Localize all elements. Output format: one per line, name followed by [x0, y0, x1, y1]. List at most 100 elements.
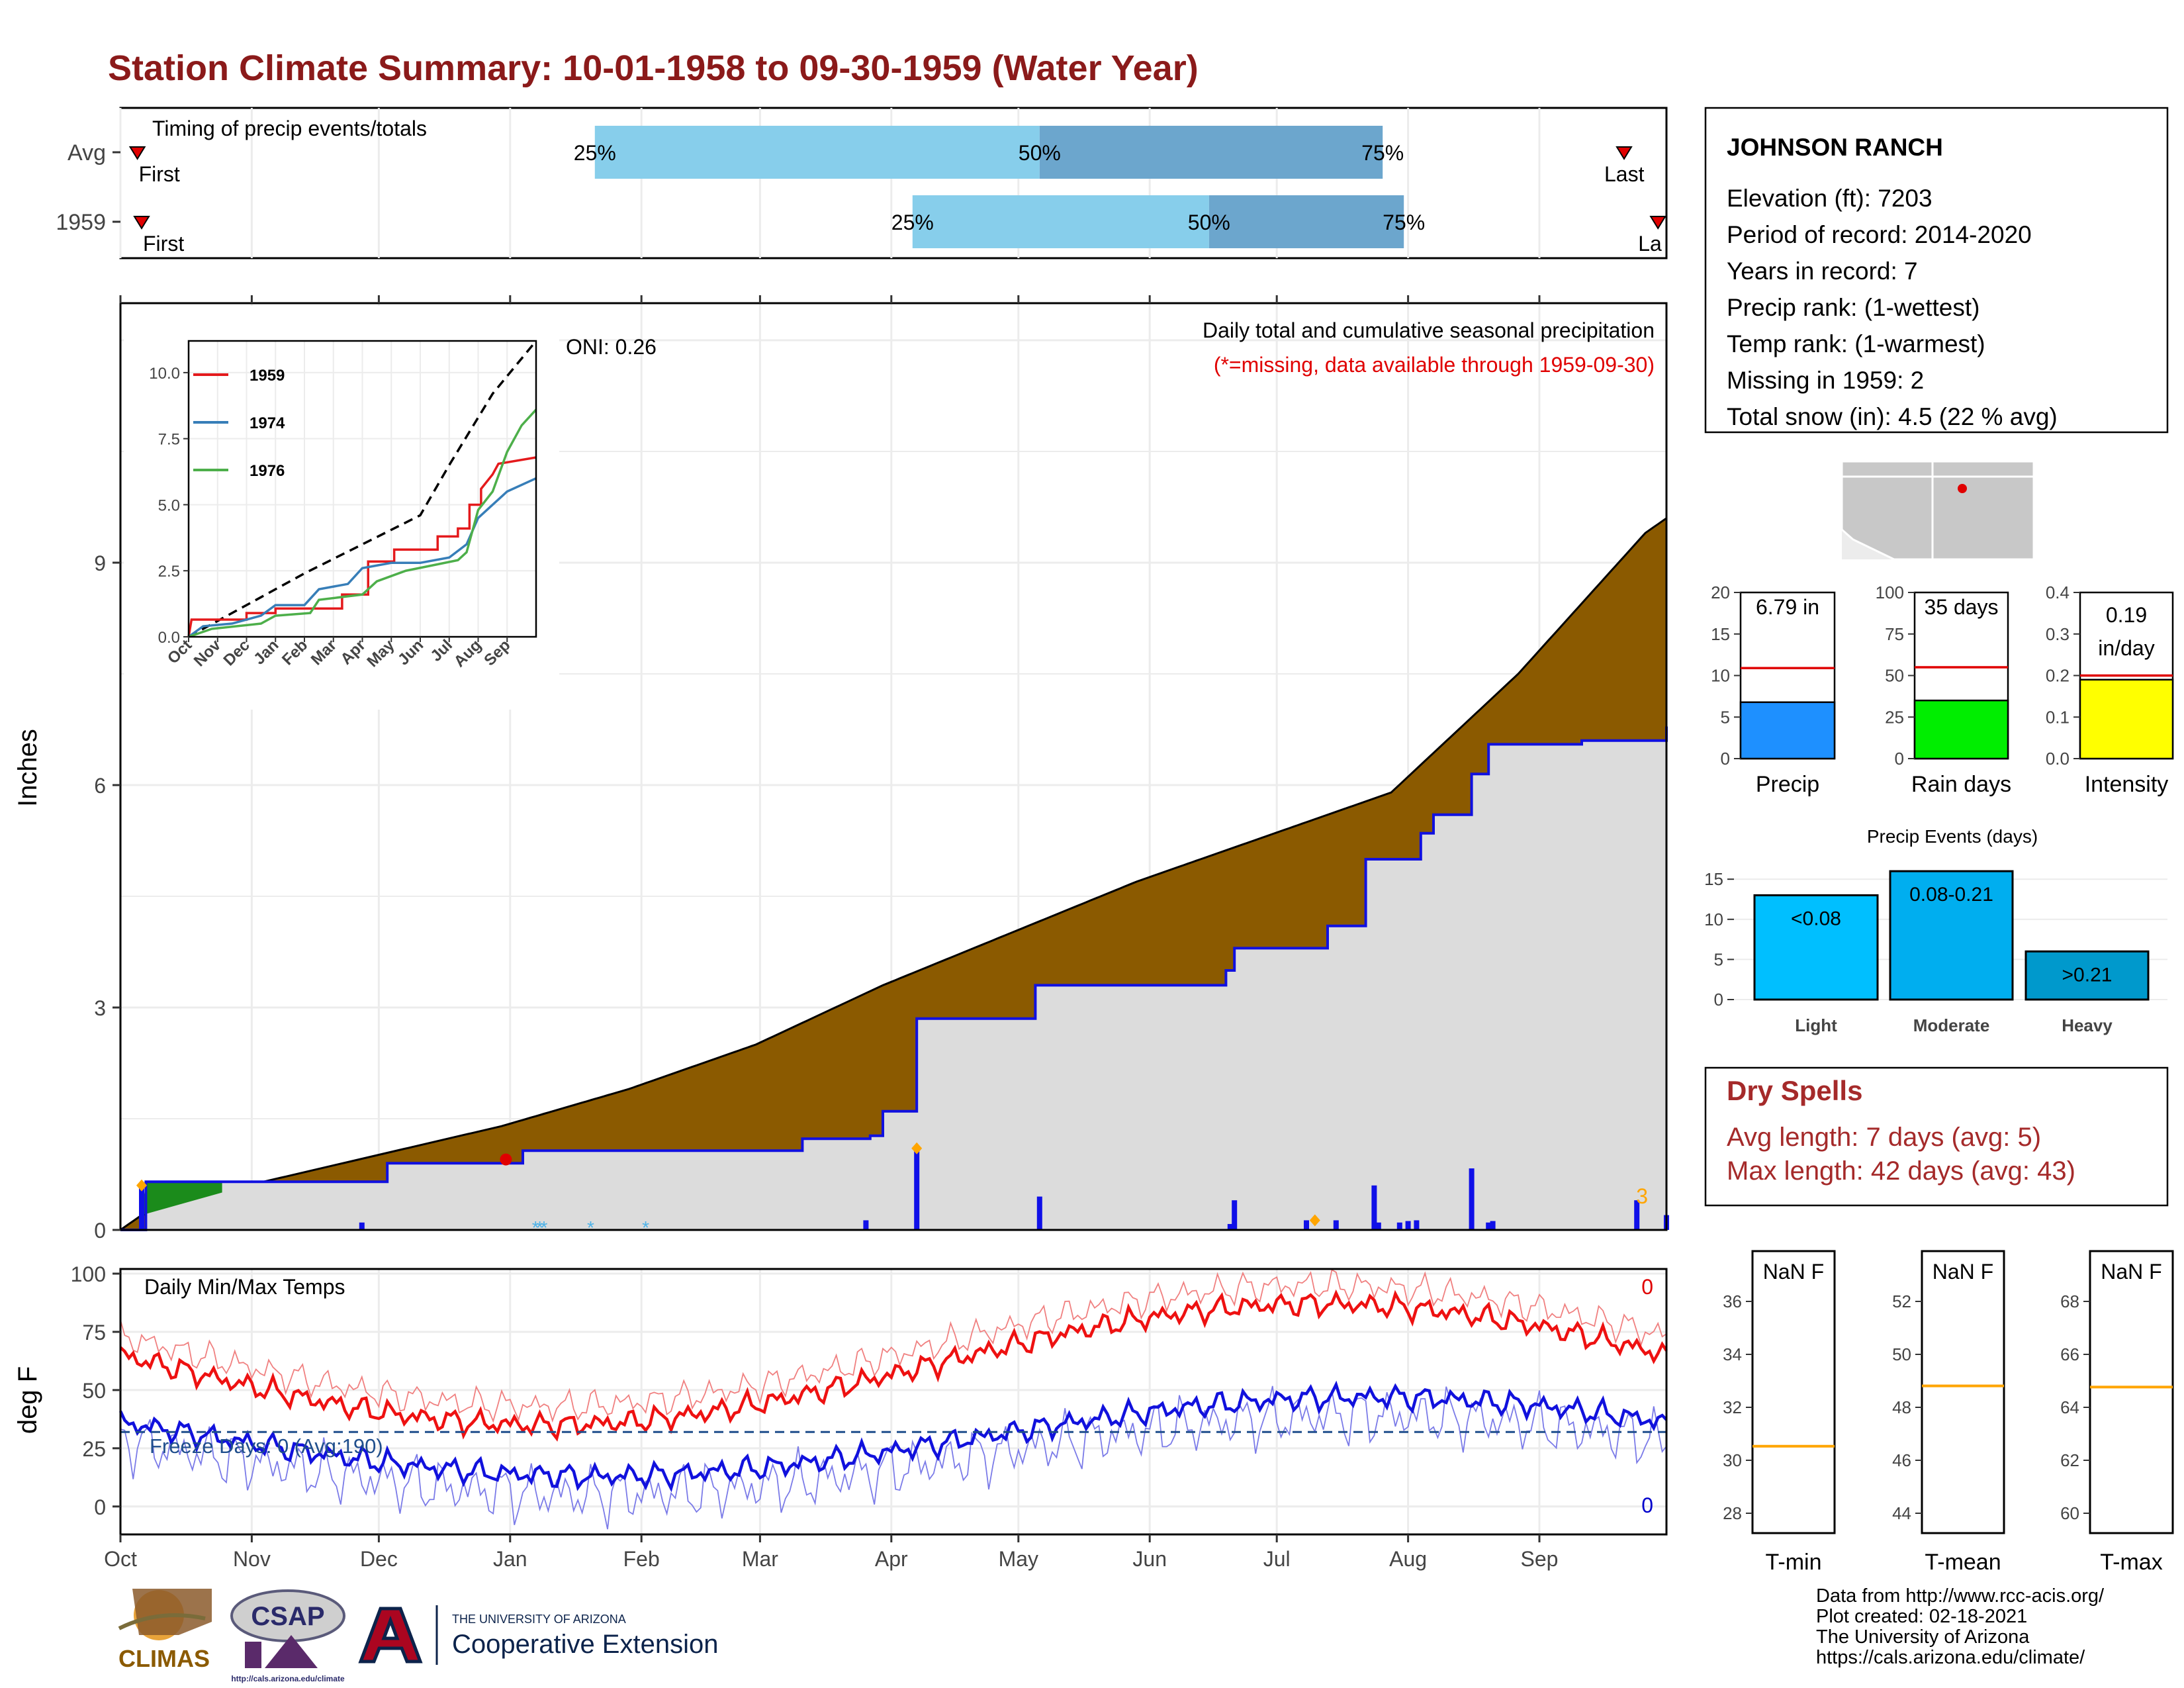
- tbox-nan-label: NaN F: [1763, 1260, 1824, 1284]
- inset-ytick-label: 0.0: [158, 629, 180, 647]
- events-tick-label: 15: [1704, 869, 1723, 889]
- timing-row-label: Avg: [68, 140, 106, 165]
- minibar-category-label: Rain days: [1911, 772, 2011, 797]
- tbox-tick-label: 28: [1723, 1503, 1742, 1523]
- daily-precip-bar: [863, 1220, 869, 1230]
- avg-max-temp-line: [120, 1269, 1667, 1423]
- tbox-nan-label: NaN F: [1933, 1260, 1993, 1284]
- timing-p50-label: 50%: [1188, 211, 1230, 234]
- max-count-label: 0: [1641, 1275, 1653, 1299]
- main-ytick-label: 9: [94, 551, 106, 575]
- station-info-line: Precip rank: (1-wettest): [1727, 294, 1979, 321]
- temp-frame: [119, 1268, 1668, 1536]
- inset-legend-label: 1959: [250, 367, 285, 385]
- tbox-tick-label: 36: [1723, 1291, 1742, 1311]
- daily-precip-bar: [1304, 1220, 1309, 1230]
- minibar-value: [2079, 679, 2174, 760]
- daily-precip-bar: [1634, 1200, 1640, 1230]
- timing-first-label: First: [139, 162, 180, 186]
- daily-min-temp-line: [118, 1380, 1668, 1493]
- temp-ytick-label: 50: [82, 1379, 106, 1403]
- inset-series-line: [188, 408, 537, 638]
- temp-xtick-label: Nov: [233, 1547, 271, 1571]
- timing-last-label: Last: [1604, 162, 1645, 186]
- climas-logo-swoosh: [118, 1613, 206, 1630]
- ua-logo: [358, 1607, 423, 1664]
- events-bar: [1889, 870, 2014, 1001]
- timing-label: Timing of precip events/totals: [152, 117, 427, 140]
- year-cumulative-area: [120, 726, 1666, 1230]
- minibar-tick-label: 0.3: [2046, 624, 2070, 644]
- first-marker: [133, 216, 150, 230]
- timing-p50-label: 50%: [1019, 141, 1061, 165]
- daily-precip-bar: [1414, 1220, 1420, 1230]
- timing-bar-q50-q75: [1208, 195, 1404, 248]
- temp-xtick-label: Jun: [1132, 1547, 1167, 1571]
- corner-count: 3: [1636, 1184, 1648, 1208]
- tbox-category-label: T-max: [2100, 1550, 2162, 1575]
- tbox-tick-label: 48: [1892, 1397, 1911, 1417]
- minibar-tick-label: 15: [1711, 624, 1730, 644]
- minibar-tick-label: 20: [1711, 583, 1730, 602]
- station-info-line: Temp rank: (1-warmest): [1727, 330, 1985, 357]
- minibar-tick-label: 10: [1711, 666, 1730, 686]
- temp-panel-label: Daily Min/Max Temps: [144, 1275, 345, 1299]
- timing-bar-q50-q75: [1039, 126, 1383, 179]
- ua-small-text: THE UNIVERSITY OF ARIZONA: [452, 1613, 626, 1626]
- precip-subtitle: Daily total and cumulative seasonal prec…: [1203, 318, 1655, 342]
- temp-xtick-label: Jan: [493, 1547, 527, 1571]
- timing-last-label: La: [1638, 232, 1662, 256]
- minibar-tick-label: 0.4: [2046, 583, 2070, 602]
- daily-precip-bar: [1396, 1222, 1402, 1230]
- inset-ytick-label: 10.0: [149, 365, 180, 383]
- daily-precip-bar: [1375, 1222, 1381, 1230]
- footer-line: Plot created: 02-18-2021: [1816, 1606, 2027, 1627]
- events-category-label: Moderate: [1913, 1015, 1990, 1035]
- main-ytick-label: 3: [94, 996, 106, 1020]
- cumulative-avg-line: [120, 517, 1667, 1231]
- temp-ytick-label: 75: [82, 1321, 106, 1344]
- events-tick-label: 5: [1714, 949, 1723, 969]
- temp-xtick-label: Dec: [360, 1547, 398, 1571]
- minibar-tick-label: 50: [1885, 666, 1904, 686]
- minibar-value-label: 0.19: [2106, 603, 2147, 627]
- event-diamond: [911, 1142, 923, 1154]
- missing-marker: *: [536, 1217, 543, 1238]
- station-info-line: Period of record: 2014-2020: [1727, 221, 2032, 248]
- minibar-tick-label: 0: [1895, 749, 1904, 769]
- csap-logo-text: CSAP: [251, 1602, 324, 1631]
- missing-marker: *: [642, 1217, 649, 1238]
- inset-legend-label: 1974: [250, 414, 285, 432]
- daily-precip-bar: [1490, 1221, 1496, 1230]
- tbox-tick-label: 46: [1892, 1450, 1911, 1470]
- inset-cumulative-chart: 0.02.55.07.510.0OctNovDecJanFebMarAprMay…: [124, 306, 559, 710]
- csap-logo-icons: [245, 1635, 318, 1668]
- temp-ytick-label: 100: [71, 1262, 106, 1286]
- surplus-area: [142, 1182, 222, 1215]
- temp-xtick-label: Mar: [742, 1547, 778, 1571]
- temp-ylabel: deg F: [13, 1366, 42, 1434]
- footer-line: Data from http://www.rcc-acis.org/: [1816, 1585, 2105, 1607]
- tbox-tick-label: 50: [1892, 1344, 1911, 1364]
- tbox-tick-label: 66: [2060, 1344, 2079, 1364]
- missing-marker: *: [587, 1217, 594, 1238]
- daily-precip-bar: [1227, 1224, 1233, 1230]
- events-bar-label: 0.08-0.21: [1909, 884, 1993, 906]
- timing-panel: Timing of precip events/totals Avg 25% 50% 7…: [56, 107, 1668, 259]
- year-cumulative-line: [120, 726, 1668, 1231]
- tbox-category-label: T-mean: [1925, 1550, 2001, 1575]
- dry-spells-max: Max length: 42 days (avg: 43): [1727, 1156, 2075, 1186]
- timing-first-label: First: [143, 232, 184, 256]
- temp-xtick-label: Apr: [875, 1547, 908, 1571]
- right-summary-panels: JOHNSON RANCH Elevation (ft): 7203 Period …: [1704, 107, 2174, 1575]
- tbox-nan-label: NaN F: [2101, 1260, 2161, 1284]
- station-info-line: Elevation (ft): 7203: [1727, 185, 1933, 212]
- temp-xtick-label: Sep: [1521, 1547, 1559, 1571]
- minibar-tick-label: 100: [1876, 583, 1904, 602]
- first-marker: [128, 146, 146, 160]
- timing-p75-label: 75%: [1383, 211, 1425, 234]
- inset-legend-label: 1976: [250, 462, 285, 480]
- tbox-tick-label: 44: [1892, 1503, 1911, 1523]
- main-frame: [119, 302, 1668, 1231]
